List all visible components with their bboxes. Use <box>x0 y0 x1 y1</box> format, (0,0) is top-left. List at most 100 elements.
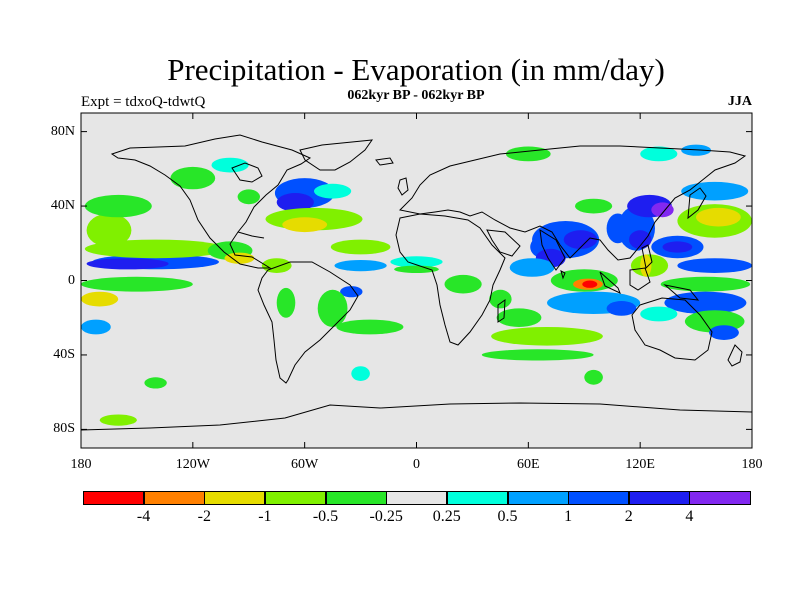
field-blob-53 <box>696 207 741 227</box>
lon-label: 180 <box>70 457 92 472</box>
field-blob-39 <box>582 280 598 288</box>
coastline-greenland <box>299 139 374 171</box>
coastline-new-guinea <box>663 284 700 301</box>
coastline-japan <box>687 187 707 220</box>
field-blob-55 <box>677 258 752 273</box>
lon-label: 120W <box>175 457 210 472</box>
field-blob-67 <box>584 369 603 385</box>
field-blob-64 <box>505 146 551 162</box>
contour-fields <box>81 144 752 426</box>
field-blob-42 <box>575 198 613 214</box>
field-blob-49 <box>662 241 693 253</box>
field-blob-15 <box>282 217 328 233</box>
coastline-iceland <box>375 157 394 166</box>
lon-label: 120E <box>625 457 655 472</box>
lon-label: 60W <box>291 457 319 472</box>
coastline-antarctica <box>81 402 752 431</box>
field-blob-13 <box>314 183 352 199</box>
field-blob-26 <box>394 265 439 273</box>
colorbar-label: 0.5 <box>497 508 518 525</box>
coastline-cuba <box>237 231 265 239</box>
field-blob-63 <box>640 146 678 162</box>
colorbar-label: 4 <box>685 508 694 525</box>
coastline-borneo <box>629 267 651 291</box>
field-blob-66 <box>351 366 370 381</box>
field-blob-47 <box>651 202 674 218</box>
coastline-africa <box>395 213 506 346</box>
colorbar-swatch <box>507 491 569 505</box>
field-blob-30 <box>496 308 542 328</box>
lat-label: 80S <box>53 421 75 437</box>
colorbar-swatch <box>446 491 508 505</box>
colorbar-label: 0.25 <box>432 508 461 525</box>
field-blob-19 <box>317 289 348 327</box>
colorbar-label: -4 <box>136 508 151 525</box>
field-blob-62 <box>99 414 137 426</box>
field-blob-20 <box>336 319 404 335</box>
field-blob-28 <box>489 289 512 309</box>
field-blob-31 <box>481 349 594 361</box>
field-blob-5 <box>81 291 119 307</box>
field-blob-21 <box>170 166 216 190</box>
colorbar-swatch <box>628 491 690 505</box>
coastline-australia <box>631 297 713 361</box>
field-blob-24 <box>276 287 296 318</box>
field-blob-9 <box>224 252 255 264</box>
colorbar-swatch <box>568 491 630 505</box>
coastline-uk <box>397 177 409 196</box>
lon-label: 180 <box>741 457 763 472</box>
field-blob-60 <box>640 306 678 322</box>
coastline-arabia <box>486 229 521 257</box>
latitude-ticks <box>81 131 752 430</box>
field-blob-41 <box>606 301 637 316</box>
coastline-south-america <box>257 261 359 384</box>
longitude-ticks <box>80 113 753 448</box>
field-blob-29 <box>491 327 603 346</box>
field-blob-18 <box>340 286 363 298</box>
coastline-new-zealand <box>727 344 743 367</box>
plot-title: Precipitation - Evaporation (in mm/day) <box>167 52 665 87</box>
field-blob-59 <box>709 325 739 340</box>
lat-label: 0 <box>68 272 75 288</box>
coastline-north-america <box>110 134 312 269</box>
field-blob-25 <box>390 256 443 268</box>
field-blob-33 <box>563 230 598 249</box>
field-blob-3 <box>81 276 193 292</box>
lat-label: 80N <box>50 123 75 139</box>
field-blob-17 <box>334 260 387 272</box>
coastline-madagascar <box>497 298 506 323</box>
coastline-hudson-bay <box>231 162 263 183</box>
colorbar-label: -2 <box>197 508 211 525</box>
field-blob-22 <box>211 157 249 173</box>
colorbar-label: -0.25 <box>369 508 403 525</box>
colorbar-label: -0.5 <box>312 508 339 525</box>
field-blob-23 <box>237 189 260 205</box>
lat-label: 40N <box>50 198 75 214</box>
colorbar-swatch <box>689 491 751 505</box>
plot-subtitle: 062kyr BP - 062kyr BP <box>347 88 485 103</box>
colorbar-label: -1 <box>258 508 272 525</box>
colorbar-label: 1 <box>564 508 573 525</box>
coastlines <box>81 134 752 431</box>
colorbar-swatch <box>83 491 145 505</box>
colorbar-swatch <box>386 491 448 505</box>
coastline-philippines <box>641 244 653 270</box>
experiment-label: Expt = tdxoQ-tdwtQ <box>81 94 206 110</box>
coastline-sri-lanka <box>560 270 566 280</box>
colorbar-swatch <box>143 491 205 505</box>
lon-label: 60E <box>517 457 540 472</box>
field-blob-54 <box>681 181 749 201</box>
field-blob-1 <box>86 258 169 270</box>
field-blob-12 <box>276 193 314 212</box>
colorbar-label: 2 <box>624 508 633 525</box>
field-blob-27 <box>444 274 482 294</box>
field-blob-56 <box>660 276 751 292</box>
season-label: JJA <box>727 94 752 109</box>
lat-label: 40S <box>53 346 75 362</box>
lon-label: 0 <box>413 457 420 472</box>
coastline-sumatra <box>599 271 621 294</box>
field-blob-7 <box>81 319 111 335</box>
coastline-eurasia <box>398 145 747 261</box>
colorbar-swatch <box>204 491 266 505</box>
